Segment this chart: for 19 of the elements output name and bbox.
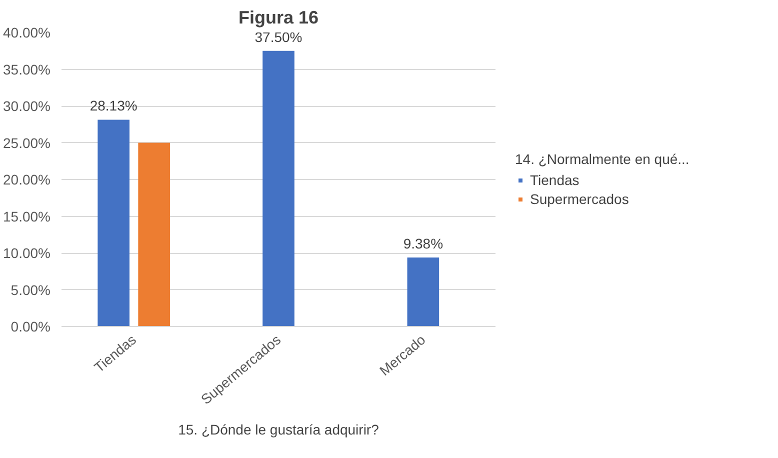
x-axis-title: 15. ¿Dónde le gustaría adquirir? [178,421,380,438]
bar [407,258,440,326]
legend-label: Tiendas [530,172,580,188]
y-tick-label: 25.00% [3,134,50,151]
y-tick-label: 5.00% [10,282,51,298]
y-tick-label: 15.00% [3,208,50,224]
y-tick-label: 30.00% [3,98,50,114]
chart-title: Figura 16 [238,8,319,28]
y-tick-label: 20.00% [3,172,50,188]
y-tick-label: 0.00% [10,318,51,334]
legend-label: Supermercados [530,191,629,207]
y-tick-label: 10.00% [3,245,50,261]
y-tick-label: 35.00% [3,61,50,78]
legend-title: 14. ¿Normalmente en qué... [515,151,690,167]
y-tick-label: 40.00% [3,24,50,40]
bar [138,142,170,326]
data-label: 9.38% [403,236,444,252]
data-label: 28.13% [90,98,138,114]
bar [98,120,130,326]
